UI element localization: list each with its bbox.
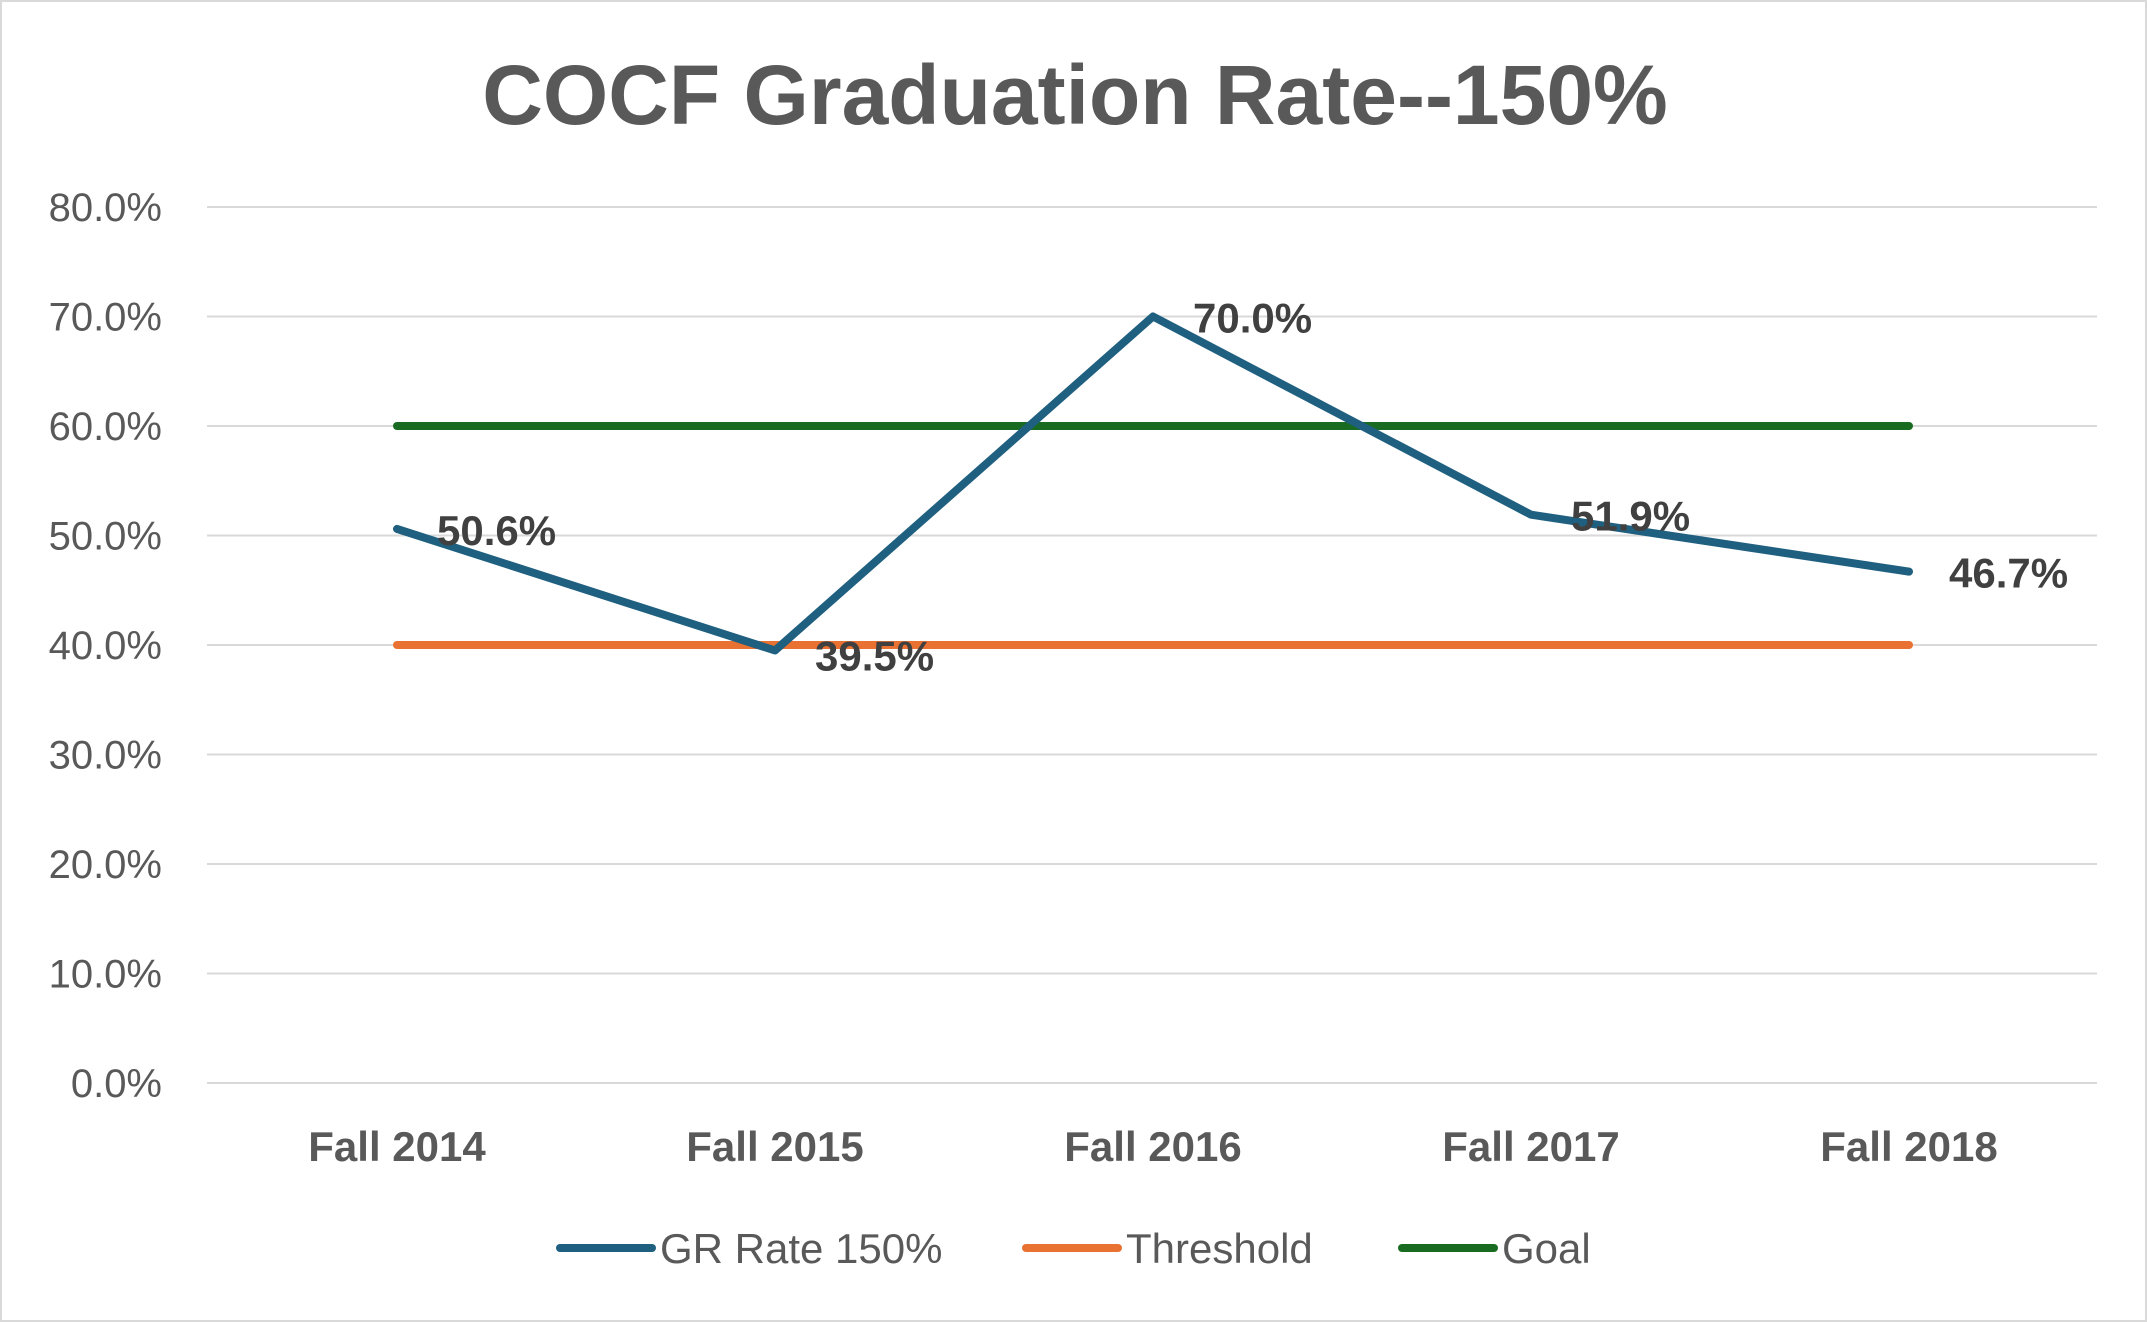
legend: GR Rate 150% Threshold Goal [556, 1225, 1591, 1272]
series-lines [393, 312, 1913, 655]
legend-item-threshold: Threshold [1022, 1225, 1313, 1272]
x-tick-label: Fall 2017 [1442, 1123, 1619, 1170]
x-tick-label: Fall 2018 [1820, 1123, 1997, 1170]
y-tick-label: 0.0% [71, 1062, 162, 1106]
series-line-gr-rate-150- [393, 312, 1913, 655]
legend-item-gr-rate-150-: GR Rate 150% [556, 1225, 942, 1272]
legend-item-goal: Goal [1398, 1225, 1591, 1272]
data-label: 39.5% [815, 632, 934, 679]
y-tick-label: 80.0% [49, 186, 162, 230]
data-label: 70.0% [1193, 295, 1312, 342]
y-tick-label: 10.0% [49, 953, 162, 997]
x-tick-label: Fall 2016 [1064, 1123, 1241, 1170]
x-tick-label: Fall 2015 [686, 1123, 863, 1170]
y-tick-label: 60.0% [49, 405, 162, 449]
y-tick-label: 50.0% [49, 515, 162, 559]
x-axis-ticks: Fall 2014 Fall 2015 Fall 2016 Fall 2017 Fall… [308, 1123, 1997, 1170]
chart-title: COCF Graduation Rate--150% [482, 48, 1668, 142]
legend-label: Goal [1502, 1225, 1591, 1272]
legend-label: GR Rate 150% [660, 1225, 942, 1272]
data-labels: 50.6% 39.5% 70.0% 51.9% 46.7% [437, 295, 2068, 680]
y-axis-ticks: 0.0% 10.0% 20.0% 30.0% 40.0% 50.0% 60.0% 70.0% 8… [49, 186, 162, 1106]
y-tick-label: 70.0% [49, 296, 162, 340]
data-label: 50.6% [437, 507, 556, 554]
x-tick-label: Fall 2014 [308, 1123, 486, 1170]
y-tick-label: 30.0% [49, 734, 162, 778]
y-tick-label: 20.0% [49, 843, 162, 887]
y-tick-label: 40.0% [49, 624, 162, 668]
data-label: 51.9% [1571, 493, 1690, 540]
legend-label: Threshold [1126, 1225, 1313, 1272]
data-label: 46.7% [1949, 550, 2068, 597]
